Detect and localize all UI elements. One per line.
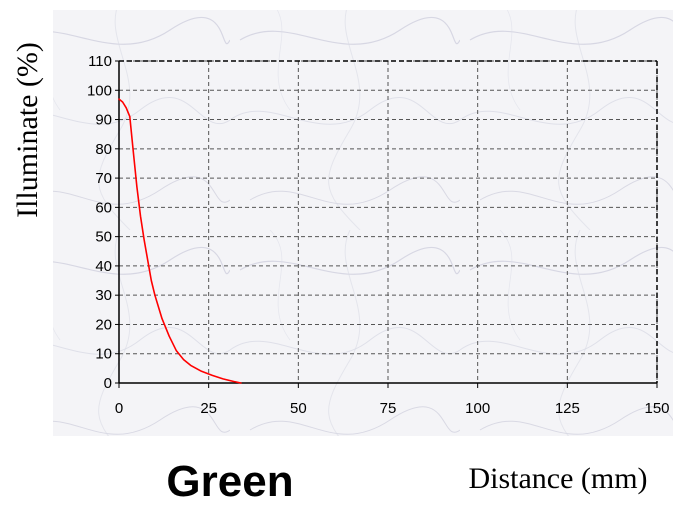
y-tick-label-20: 20 — [95, 316, 112, 333]
y-tick-label-40: 40 — [95, 258, 112, 275]
y-axis-label: Illuminate (%) — [11, 42, 44, 218]
y-tick-label-0: 0 — [104, 375, 112, 392]
x-tick-label-0: 0 — [115, 400, 123, 417]
series-layer — [118, 98, 242, 384]
y-tick-label-60: 60 — [95, 199, 112, 216]
plot-background — [53, 10, 673, 436]
y-tick-labels: 0 10 20 30 40 50 60 70 80 90 100 110 — [87, 53, 112, 392]
y-tick-label-80: 80 — [95, 141, 112, 158]
y-tick-label-50: 50 — [95, 229, 112, 246]
series-line-0 — [118, 98, 242, 384]
x-tick-label-75: 75 — [380, 400, 397, 417]
x-tick-label-125: 125 — [555, 400, 580, 417]
y-tick-label-110: 110 — [88, 53, 112, 70]
x-tick-label-25: 25 — [200, 400, 217, 417]
y-tick-label-30: 30 — [95, 287, 112, 304]
x-tick-label-50: 50 — [290, 400, 307, 417]
y-tick-label-10: 10 — [95, 346, 112, 363]
x-tick-labels: 0 25 50 75 100 125 150 — [115, 400, 670, 417]
y-tick-label-70: 70 — [95, 170, 112, 187]
axes — [115, 60, 658, 388]
x-axis-label: Distance (mm) — [468, 462, 647, 495]
x-tick-label-150: 150 — [644, 400, 669, 417]
caption-green: Green — [166, 457, 294, 506]
y-tick-label-100: 100 — [87, 82, 112, 99]
y-tick-label-90: 90 — [95, 112, 112, 129]
x-tick-label-100: 100 — [465, 400, 490, 417]
